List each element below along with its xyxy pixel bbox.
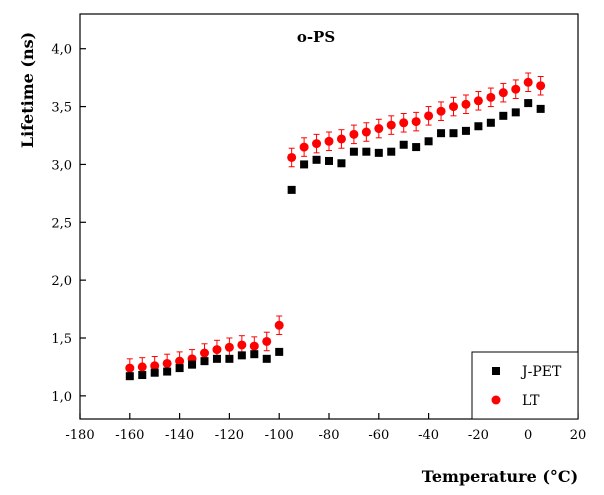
lt-point	[536, 81, 546, 91]
jpet-point	[250, 350, 259, 359]
lt-point	[349, 129, 359, 139]
legend-label-jpet: J-PET	[520, 364, 562, 380]
jpet-point	[188, 360, 197, 369]
jpet-point	[125, 372, 134, 381]
jpet-point	[362, 147, 371, 156]
lt-point	[237, 340, 247, 350]
x-tick-label: -140	[165, 428, 194, 443]
jpet-point	[399, 140, 408, 149]
y-tick-label: 3,0	[51, 158, 72, 173]
y-tick-label: 1,5	[51, 332, 72, 347]
chart-title: o-PS	[297, 28, 335, 46]
jpet-point	[474, 122, 483, 131]
lt-point	[386, 120, 396, 130]
jpet-point	[449, 129, 458, 138]
jpet-point	[524, 99, 533, 108]
lt-point	[200, 348, 209, 358]
y-axis: 1,0 1,5 2,0 2,5 3,0 3,5 4,0	[51, 43, 86, 405]
jpet-point	[175, 364, 184, 373]
jpet-point	[287, 185, 296, 194]
lt-point	[137, 362, 147, 372]
jpet-point	[212, 354, 221, 363]
lt-point	[262, 336, 272, 346]
lt-point	[461, 99, 471, 109]
lt-point	[449, 102, 458, 112]
x-tick-label: -180	[65, 428, 94, 443]
jpet-point	[150, 368, 159, 377]
jpet-point	[461, 126, 470, 135]
lt-point	[212, 345, 222, 355]
jpet-point	[437, 129, 446, 138]
lt-point	[399, 118, 409, 128]
jpet-point	[262, 354, 271, 363]
x-tick-label: -40	[418, 428, 439, 443]
y-tick-label: 3,5	[51, 101, 72, 116]
lt-point	[287, 152, 297, 162]
lt-point	[336, 134, 346, 144]
lt-point	[473, 96, 483, 106]
jpet-point	[486, 118, 495, 127]
lt-point	[511, 84, 521, 94]
y-axis-title: Lifetime (ns)	[18, 32, 37, 148]
jpet-point	[275, 347, 284, 356]
jpet-point	[337, 159, 346, 168]
jpet-point	[511, 108, 520, 117]
legend-marker-jpet	[492, 367, 500, 375]
jpet-point	[536, 104, 545, 113]
lt-point	[486, 92, 496, 102]
legend-box	[471, 351, 579, 420]
lt-point	[312, 139, 322, 149]
lt-point	[498, 88, 508, 98]
jpet-point	[312, 155, 321, 164]
lt-point	[523, 77, 533, 87]
lt-point	[361, 127, 371, 137]
y-tick-label: 2,0	[51, 274, 72, 289]
y-tick-label: 2,5	[51, 216, 72, 231]
x-tick-label: -120	[215, 428, 244, 443]
jpet-point	[237, 351, 246, 360]
jpet-point	[424, 137, 433, 146]
x-tick-label: -160	[115, 428, 144, 443]
legend-marker-lt	[491, 395, 501, 405]
lt-point	[324, 136, 334, 146]
lt-point	[424, 111, 434, 121]
y-tick-label: 4,0	[51, 43, 72, 58]
jpet-point	[349, 147, 358, 156]
lt-point	[224, 342, 234, 352]
x-tick-label: 20	[570, 428, 587, 443]
x-tick-label: -80	[319, 428, 340, 443]
jpet-point	[225, 354, 234, 363]
x-axis-title: Temperature (°C)	[422, 467, 578, 486]
jpet-point	[499, 111, 508, 120]
lt-point	[411, 117, 421, 127]
lt-point	[374, 124, 384, 134]
y-tick-label: 1,0	[51, 390, 72, 405]
lt-point	[175, 356, 185, 366]
jpet-point	[325, 156, 333, 165]
x-tick-label: -60	[368, 428, 389, 443]
legend-label-lt: LT	[522, 393, 540, 409]
jpet-point	[200, 357, 209, 366]
lt-point	[150, 361, 160, 371]
jpet-point	[387, 147, 396, 156]
jpet-point	[412, 143, 421, 152]
jpet-point	[163, 367, 172, 376]
lt-point	[274, 320, 284, 330]
jpet-point	[138, 371, 147, 380]
x-tick-label: -20	[468, 428, 489, 443]
x-tick-label: -100	[265, 428, 294, 443]
jpet-point	[300, 160, 309, 169]
x-tick-label: 0	[524, 428, 532, 443]
lt-point	[299, 142, 309, 152]
lt-point	[162, 358, 172, 368]
lt-point	[125, 363, 135, 373]
legend: J-PET LT	[471, 351, 579, 420]
lt-point	[436, 106, 446, 116]
jpet-point	[374, 148, 383, 157]
data-marks	[125, 72, 546, 381]
lt-point	[249, 341, 259, 351]
